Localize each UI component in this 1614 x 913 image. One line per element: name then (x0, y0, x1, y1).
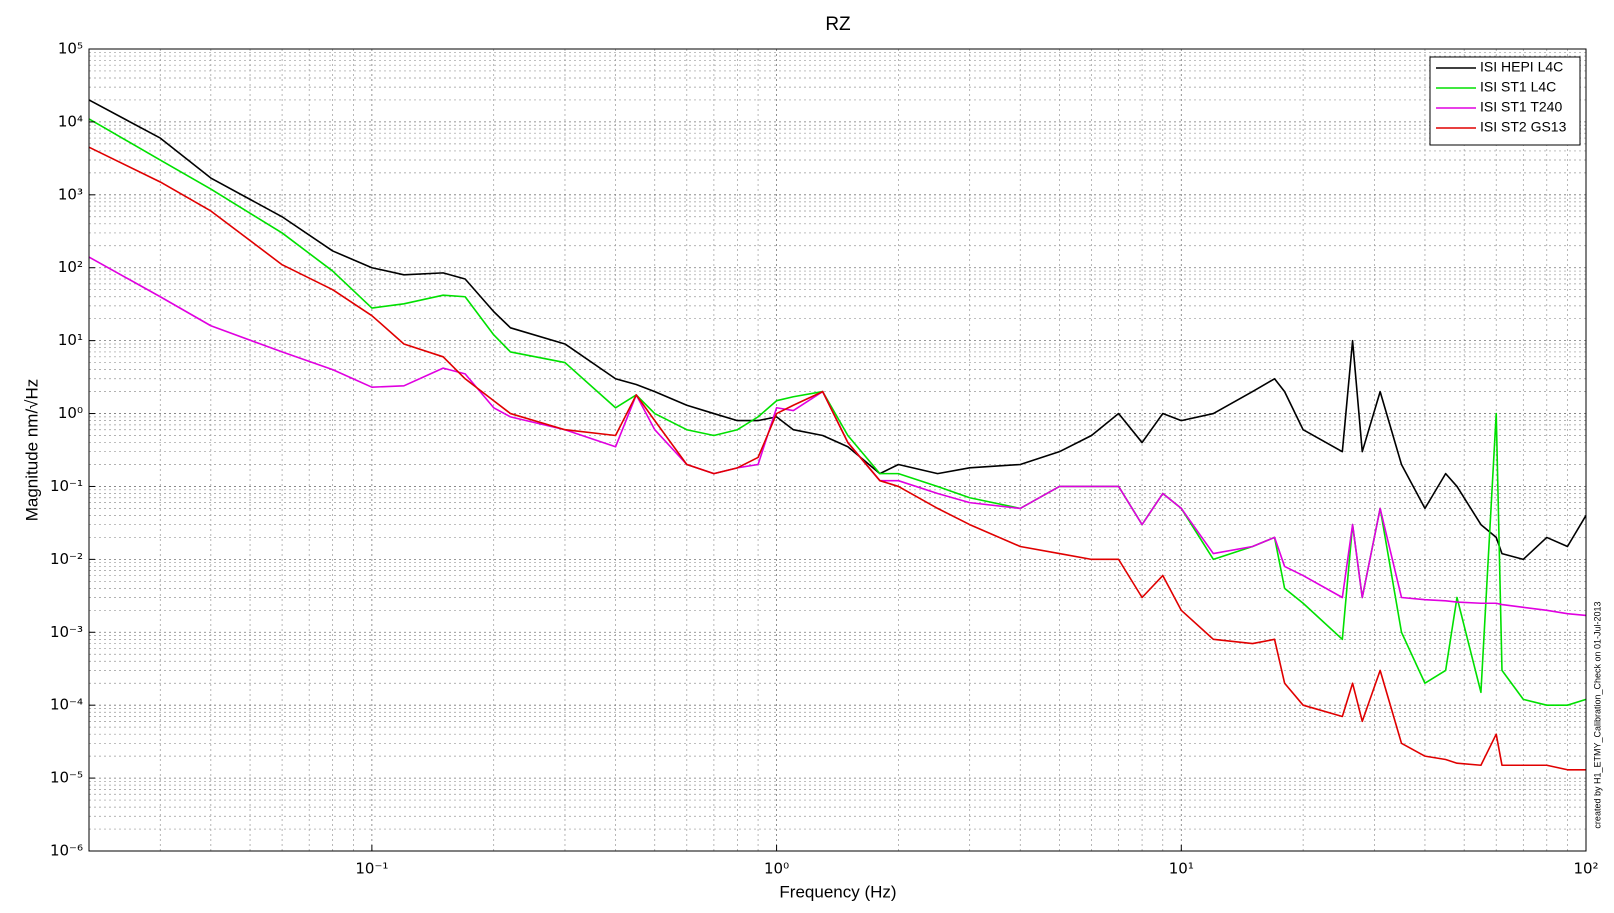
data-line (88, 118, 1587, 706)
x-tick-label: 10² (1573, 860, 1598, 878)
legend-box (1429, 56, 1581, 146)
legend: ISI HEPI L4C ISI ST1 L4C ISI ST1 T240 ISI S… (1429, 56, 1581, 146)
data-line (88, 99, 1587, 561)
data-line (88, 146, 1586, 771)
y-tick-label: 10⁻³ (50, 623, 83, 641)
x-tick-label: 10⁰ (764, 860, 789, 878)
plot-lines (88, 99, 1587, 771)
y-tick-label: 10⁴ (58, 112, 83, 130)
x-axis-label: Frequency (Hz) (779, 882, 896, 901)
grid (89, 48, 1587, 852)
annotation: created by H1_ETMY_Calibration_Check on … (1592, 601, 1602, 828)
y-tick-label: 10³ (58, 185, 83, 203)
ticks: 10⁻¹ 10⁰ 10¹ 10² 10⁻⁶ 10⁻⁵ 10⁻⁴ 10⁻³ 10⁻² 10⁻¹ 10⁰… (50, 40, 1599, 878)
y-tick-label: 10⁻¹ (50, 477, 83, 495)
x-tick-label: 10¹ (1169, 860, 1194, 878)
y-tick-label: 10⁰ (58, 404, 83, 422)
y-axis-label: Magnitude nm/√Hz (22, 379, 41, 522)
y-tick-label: 10¹ (58, 331, 83, 349)
x-tick-label: 10⁻¹ (355, 860, 388, 878)
legend-label: ISI ST2 GS13 (1480, 119, 1567, 135)
y-tick-label: 10⁻⁴ (50, 696, 83, 714)
plot-frame (88, 48, 1587, 852)
legend-label: ISI ST1 L4C (1480, 79, 1556, 95)
legend-label: ISI HEPI L4C (1480, 59, 1563, 75)
y-tick-label: 10⁻⁵ (50, 769, 83, 787)
data-line (88, 256, 1587, 617)
legend-label: ISI ST1 T240 (1480, 99, 1562, 115)
y-tick-label: 10² (58, 258, 83, 276)
y-tick-label: 10⁻⁶ (50, 842, 83, 860)
y-tick-label: 10⁵ (58, 40, 83, 58)
chart-title: RZ (825, 14, 851, 35)
y-tick-label: 10⁻² (50, 550, 83, 568)
